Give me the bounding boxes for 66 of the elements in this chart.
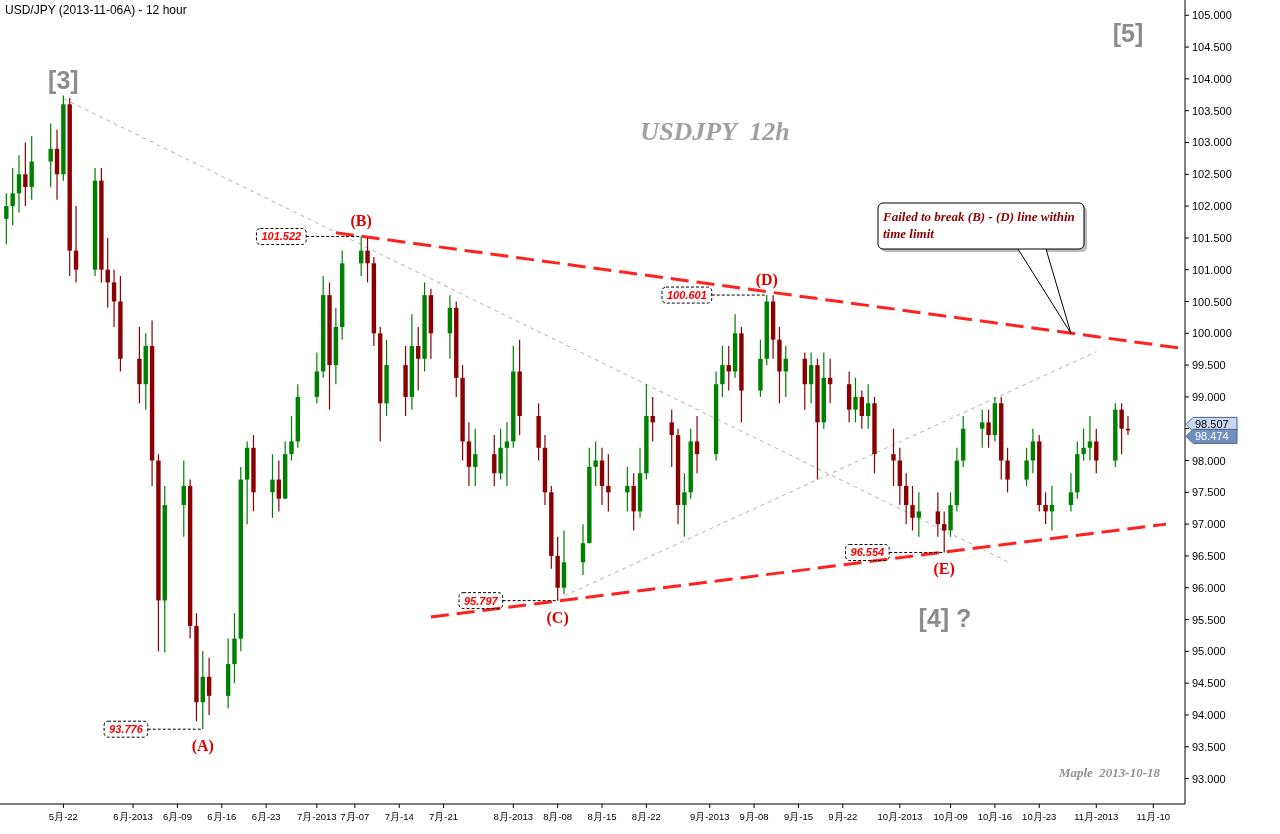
y-tick-label: 103.500: [1192, 104, 1232, 117]
y-tick-label: 101.000: [1192, 263, 1232, 276]
annotation: (C): [546, 608, 569, 627]
x-tick-label: 6月-23: [251, 811, 281, 822]
x-tick-label: 6月-16: [207, 811, 237, 822]
annotation: (B): [350, 212, 372, 231]
y-tick-label: 98.000: [1192, 454, 1226, 467]
y-tick-label: 99.000: [1192, 390, 1226, 403]
y-tick-label: 97.500: [1192, 486, 1226, 499]
y-tick-label: 94.500: [1192, 677, 1226, 690]
x-tick-label: 7月-07: [340, 811, 370, 822]
y-tick-label: 94.000: [1192, 708, 1226, 721]
annotation: 93.776: [109, 723, 144, 736]
y-tick-label: 103.000: [1192, 136, 1232, 149]
x-tick-label: 10月-23: [1022, 811, 1057, 822]
x-tick-label: 11月-2013: [1074, 811, 1119, 822]
annotation: USDJPY 12h: [640, 117, 790, 146]
x-tick-label: 5月-22: [48, 811, 78, 822]
y-tick-label: 95.500: [1192, 613, 1226, 626]
x-tick-label: 8月-15: [587, 811, 617, 822]
text: 98.507: [1195, 418, 1229, 431]
x-tick-label: 8月-08: [543, 811, 573, 822]
x-tick-label: 6月-09: [162, 811, 192, 822]
y-tick-label: 97.000: [1192, 518, 1226, 531]
y-tick-label: 102.500: [1192, 168, 1232, 181]
x-tick-label: 7月-14: [384, 811, 414, 822]
annotation: 100.601: [667, 289, 707, 302]
y-tick-label: 96.000: [1192, 581, 1226, 594]
annotation: 96.554: [850, 546, 885, 559]
annotation: [5]: [1112, 19, 1144, 47]
annotation: 101.522: [261, 230, 302, 243]
y-tick-label: 104.000: [1192, 72, 1232, 85]
annotation: (D): [755, 271, 778, 290]
text: 98.474: [1195, 430, 1229, 443]
annotation: [3]: [48, 66, 79, 95]
y-tick-label: 96.500: [1192, 549, 1226, 562]
x-tick-label: 11月-10: [1136, 811, 1171, 822]
x-tick-label: 7月-21: [429, 811, 459, 822]
annotation: Maple 2013-10-18: [1057, 765, 1161, 780]
annotation: (A): [191, 737, 214, 756]
y-tick-label: 104.500: [1192, 41, 1232, 54]
x-tick-label: 10月-2013: [877, 811, 923, 822]
y-tick-label: 100.500: [1192, 295, 1232, 308]
annotation: 95.797: [463, 594, 499, 607]
y-tick-label: 100.000: [1192, 327, 1232, 340]
y-tick-label: 93.000: [1192, 772, 1226, 785]
x-tick-label: 6月-2013: [113, 811, 153, 822]
x-tick-label: 9月-22: [828, 811, 858, 822]
y-tick-label: 101.500: [1192, 231, 1232, 244]
x-tick-label: 7月-2013: [297, 811, 337, 822]
x-tick-label: 9月-2013: [689, 811, 730, 822]
y-tick-label: 95.000: [1192, 645, 1226, 658]
x-tick-label: 9月-08: [739, 811, 769, 822]
annotation: [4] ?: [918, 604, 972, 632]
y-tick-label: 105.000: [1192, 9, 1232, 22]
y-tick-label: 102.000: [1192, 200, 1232, 213]
annotation: Failed to break (B) - (D) line within time limit: [882, 209, 1075, 241]
y-tick-label: 99.500: [1192, 359, 1226, 372]
annotation: (E): [933, 560, 955, 579]
x-tick-label: 8月-2013: [493, 811, 534, 822]
x-tick-label: 10月-16: [977, 811, 1013, 822]
x-tick-label: 8月-22: [631, 811, 661, 822]
x-tick-label: 10月-09: [933, 811, 968, 822]
chart-title: USD/JPY (2013-11-06A) - 12 hour: [5, 3, 187, 17]
x-tick-label: 9月-15: [783, 811, 813, 822]
y-tick-label: 93.500: [1192, 740, 1226, 753]
